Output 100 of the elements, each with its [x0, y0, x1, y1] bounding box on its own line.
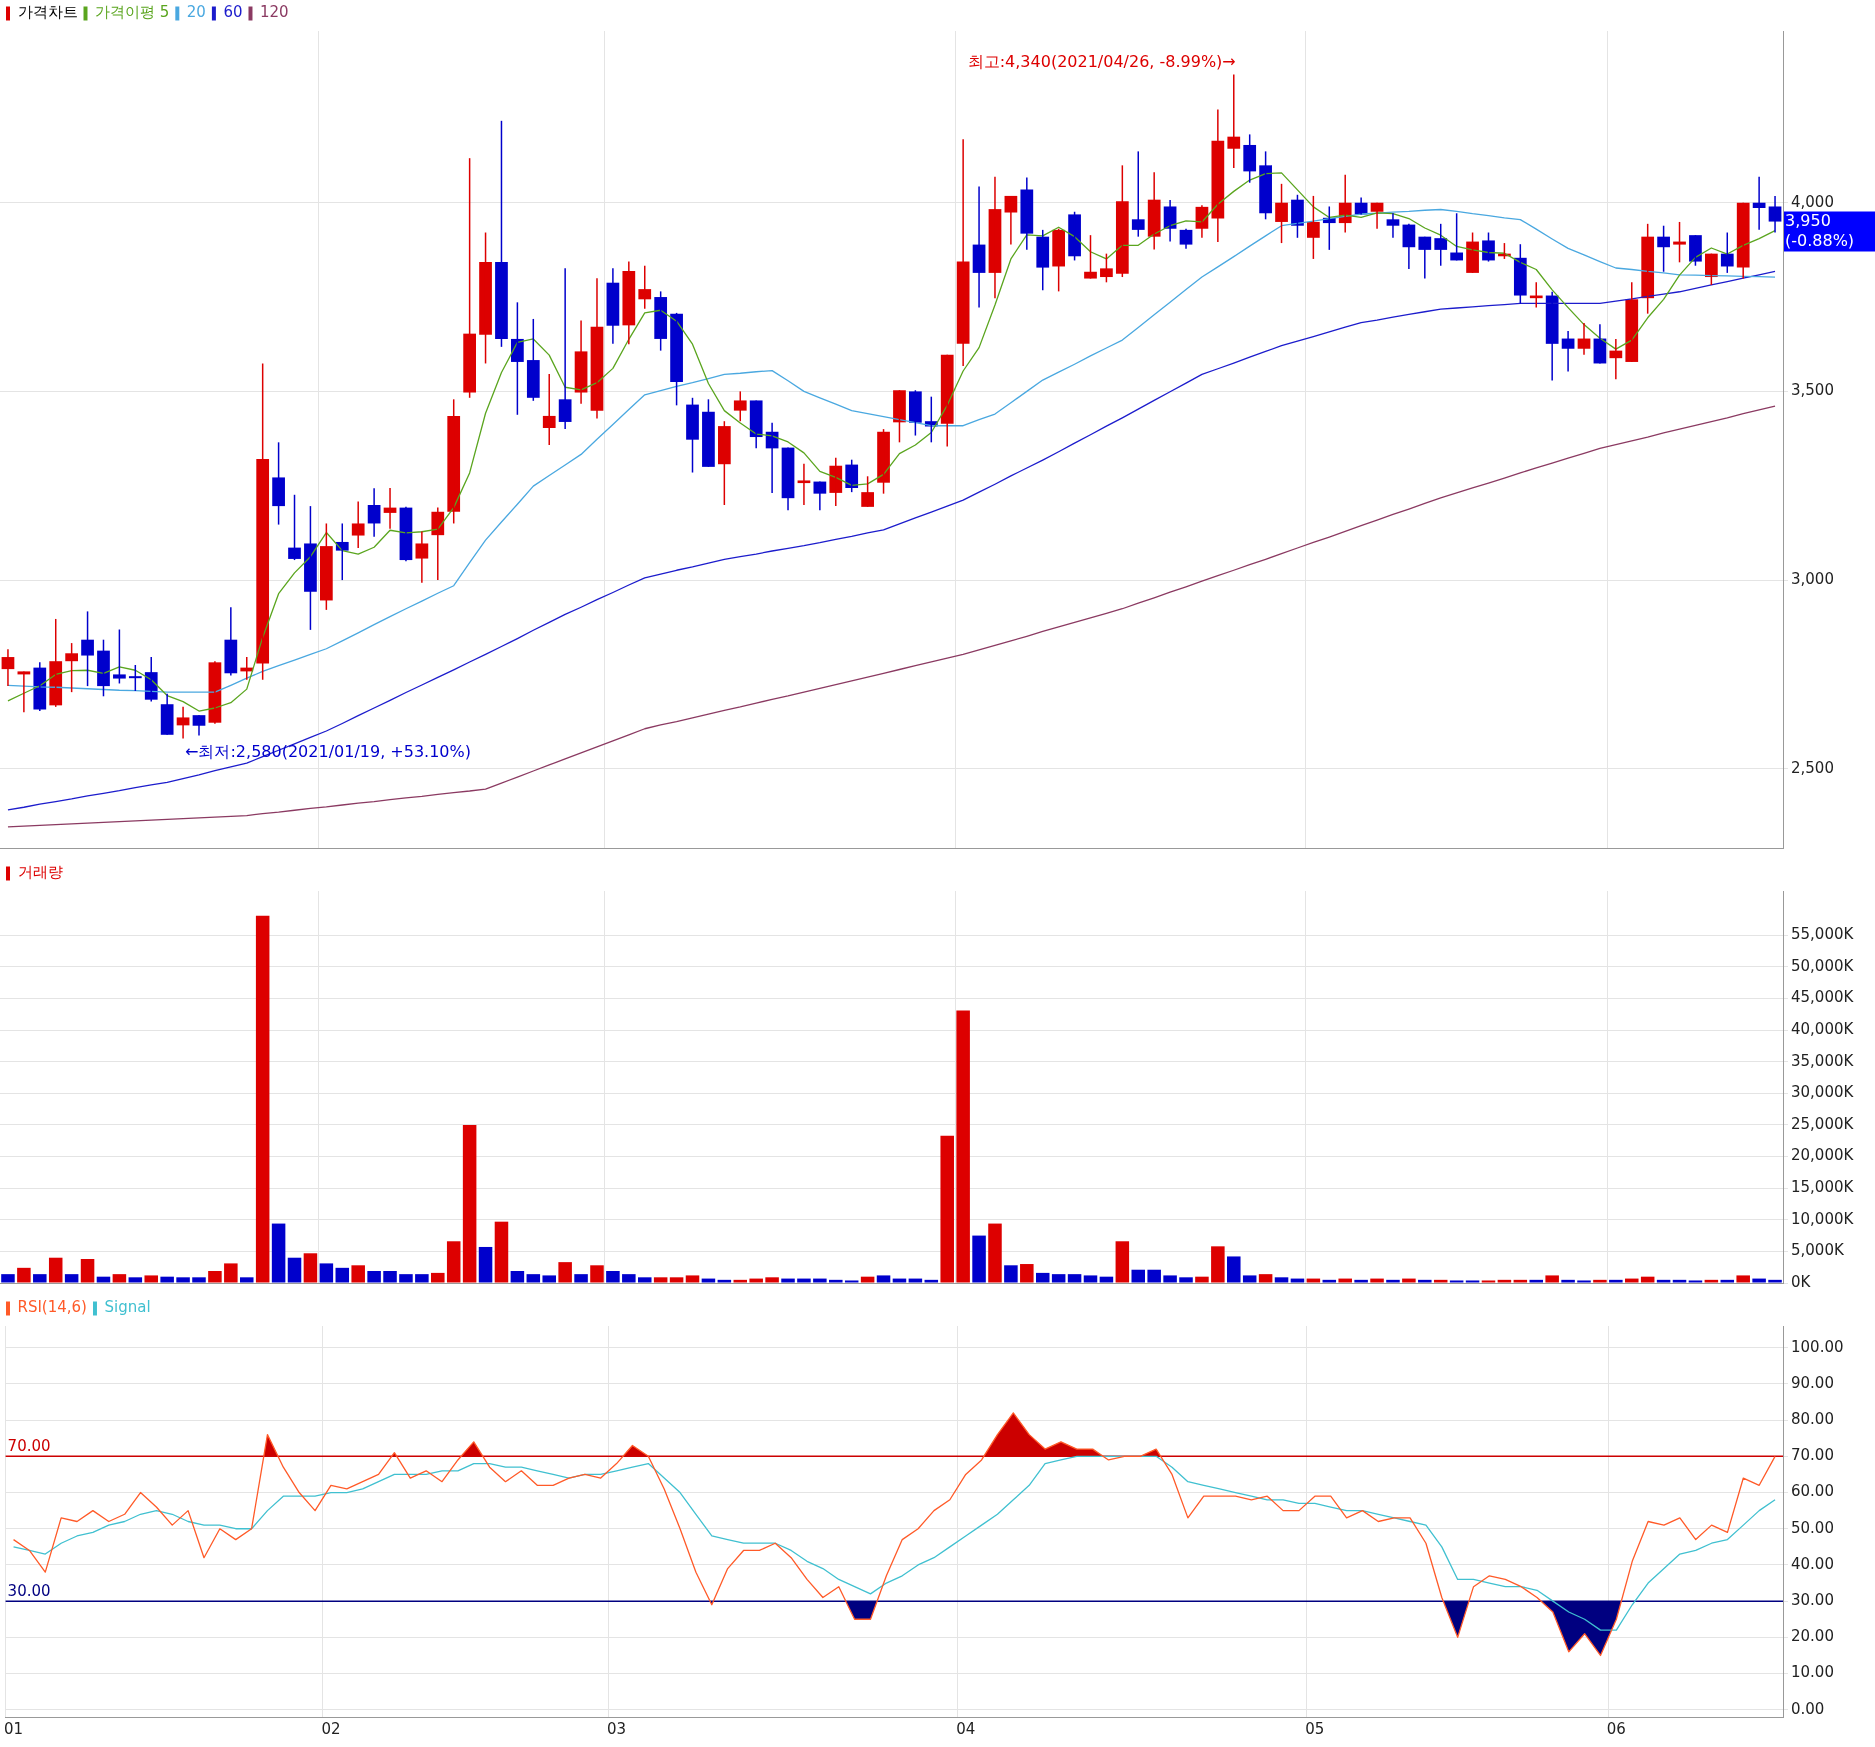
bar	[80, 1258, 95, 1283]
candlestick	[319, 522, 333, 611]
bar	[1402, 1278, 1416, 1283]
bar	[844, 1280, 859, 1283]
candlestick	[877, 428, 890, 495]
bar	[319, 1263, 334, 1283]
bar	[606, 1270, 620, 1283]
bar	[1051, 1274, 1066, 1283]
candlestick	[1307, 195, 1320, 260]
candlestick	[1115, 164, 1129, 278]
legend-label: 20	[186, 3, 206, 22]
bar	[908, 1278, 923, 1283]
bar	[1083, 1275, 1098, 1283]
candlestick	[1513, 243, 1527, 305]
bar	[653, 1277, 668, 1283]
candlestick	[702, 398, 715, 468]
candlestick	[654, 290, 668, 352]
bar	[1481, 1280, 1496, 1283]
bar	[637, 1277, 652, 1283]
x-tick-label: 06	[1606, 1719, 1626, 1738]
bar	[446, 1241, 461, 1283]
bar	[192, 1277, 206, 1283]
y-tick-label: 3,500	[1791, 381, 1834, 400]
bar	[1704, 1279, 1719, 1283]
candlestick	[1434, 223, 1448, 267]
bar	[1577, 1280, 1591, 1283]
bar	[399, 1274, 413, 1283]
annotation: 최고:4,340(2021/04/26, -8.99%)→	[967, 51, 1236, 71]
bar	[48, 1257, 63, 1283]
candlestick	[1673, 221, 1686, 264]
bar	[717, 1279, 732, 1283]
bar	[1, 1274, 15, 1283]
bar	[1449, 1280, 1464, 1283]
bar	[1418, 1279, 1432, 1283]
legend-label: 가격이평 5	[95, 3, 170, 22]
y-tick-label: 100.00	[1791, 1337, 1844, 1356]
bar	[876, 1275, 891, 1283]
candlestick	[1131, 150, 1145, 238]
bar	[1290, 1278, 1305, 1283]
bar	[478, 1246, 493, 1283]
bar	[335, 1267, 350, 1283]
y-tick-label: 4,000	[1791, 192, 1834, 211]
bar	[542, 1275, 556, 1283]
y-tick-label: 30.00	[1791, 1591, 1834, 1610]
bar	[781, 1278, 795, 1283]
bar	[431, 1272, 445, 1283]
bar	[749, 1278, 763, 1283]
bar	[829, 1279, 843, 1283]
bar	[303, 1253, 318, 1283]
bar	[112, 1274, 127, 1283]
text: 3,950 (-0.88%)	[1785, 210, 1855, 250]
bar	[271, 1223, 286, 1283]
bar	[972, 1235, 986, 1283]
bar	[988, 1223, 1002, 1283]
bar	[494, 1221, 509, 1283]
bar	[701, 1278, 716, 1283]
candlestick	[1689, 234, 1702, 267]
bar	[558, 1262, 572, 1283]
bar	[1736, 1275, 1750, 1283]
x-tick-label: 02	[321, 1719, 341, 1738]
bar	[860, 1276, 875, 1283]
legend-label: 거래량	[17, 863, 63, 882]
candlestick	[113, 628, 126, 685]
bar	[1179, 1277, 1193, 1283]
candlestick	[1259, 150, 1272, 221]
candlestick	[65, 642, 79, 693]
bar	[1338, 1278, 1352, 1283]
bar	[1688, 1280, 1703, 1283]
bar	[128, 1277, 143, 1283]
x-tick-label: 04	[956, 1719, 976, 1738]
y-tick-label: 55,000K	[1791, 925, 1855, 944]
y-tick-label: 50,000K	[1791, 956, 1855, 975]
bar	[144, 1275, 158, 1283]
candlestick	[479, 231, 492, 365]
bar	[1609, 1279, 1623, 1283]
y-tick-label: 70.00	[1791, 1446, 1834, 1465]
candlestick	[686, 397, 699, 474]
legend-label: 가격차트	[17, 3, 78, 22]
y-tick-label: 80.00	[1791, 1410, 1834, 1429]
bar	[1274, 1277, 1289, 1283]
candlestick	[256, 362, 270, 681]
bar	[1227, 1256, 1241, 1283]
candlestick	[288, 494, 301, 561]
candlestick	[1036, 229, 1050, 291]
y-tick-label: 30,000K	[1791, 1083, 1855, 1102]
bar	[1720, 1279, 1735, 1283]
bar	[1370, 1278, 1384, 1283]
bar	[239, 1277, 254, 1283]
bar	[1593, 1279, 1607, 1283]
candlestick	[1100, 252, 1113, 284]
bar	[1211, 1246, 1225, 1283]
y-tick-label: 0K	[1791, 1272, 1812, 1291]
bar	[1242, 1275, 1257, 1283]
bar	[940, 1135, 954, 1283]
y-tick-label: 10.00	[1791, 1663, 1834, 1682]
bar	[1004, 1265, 1018, 1283]
bar	[160, 1276, 174, 1283]
bar	[208, 1270, 222, 1283]
bar	[1513, 1279, 1528, 1283]
candlestick	[1275, 183, 1288, 244]
